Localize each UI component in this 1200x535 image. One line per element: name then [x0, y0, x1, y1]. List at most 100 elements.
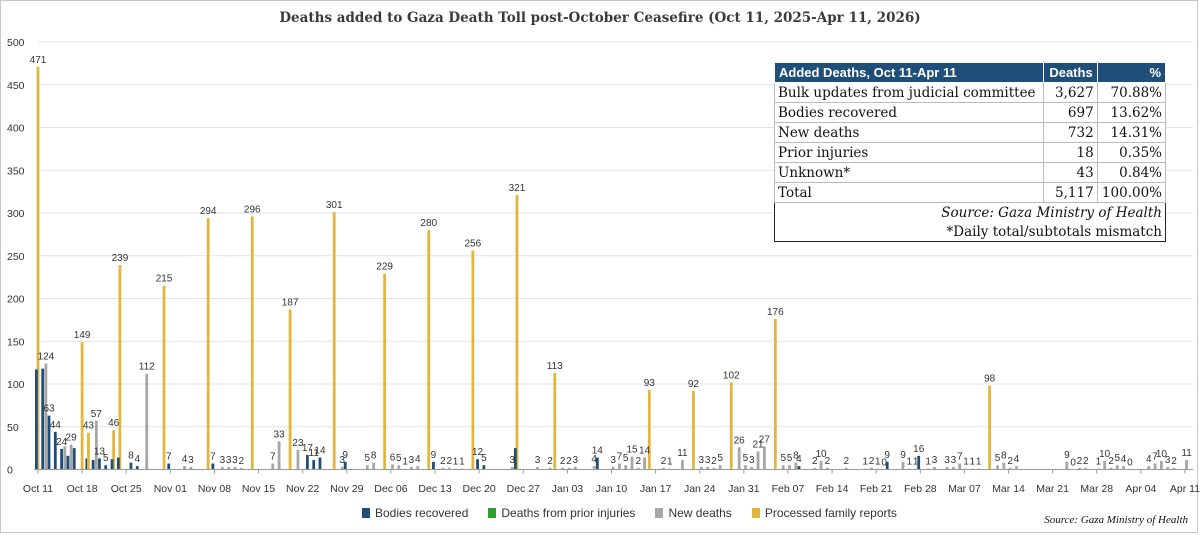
bar	[118, 265, 122, 470]
table-cell: 0.84%	[1096, 162, 1167, 183]
x-tick-label: Oct 18	[67, 483, 98, 495]
bar	[53, 431, 57, 470]
data-label: 27	[759, 434, 771, 445]
bar	[277, 441, 281, 470]
data-label: 92	[688, 379, 700, 390]
data-label: 5	[995, 453, 1001, 464]
bar	[515, 195, 519, 470]
bar	[110, 459, 114, 470]
data-label: 229	[376, 262, 393, 273]
table-row: Bodies recovered 697 13.62%	[773, 102, 1167, 123]
data-label: 9	[900, 450, 906, 461]
bar	[1172, 467, 1176, 470]
bar	[476, 459, 479, 470]
bar	[952, 466, 955, 470]
bar	[945, 466, 949, 470]
data-label: 9	[342, 450, 348, 461]
x-tick-label: Feb 14	[816, 483, 849, 495]
bar	[1002, 462, 1006, 470]
data-label: 301	[326, 200, 343, 211]
bar	[372, 462, 376, 470]
x-tick-label: Jan 17	[640, 483, 672, 495]
data-label: 10	[816, 449, 828, 460]
x-tick-label: Mar 14	[992, 483, 1025, 495]
bar	[592, 466, 596, 470]
bar	[1115, 465, 1119, 470]
data-label: 13	[94, 446, 106, 457]
bar	[813, 467, 817, 470]
bar	[647, 389, 651, 470]
data-label: 1	[963, 457, 969, 468]
bar	[87, 432, 90, 470]
bar	[643, 457, 647, 470]
bar	[343, 461, 347, 470]
data-label: 8	[128, 451, 134, 462]
bar	[1015, 466, 1018, 470]
bar	[825, 467, 829, 470]
bar	[536, 466, 539, 470]
bar	[80, 342, 84, 470]
data-label: 3	[232, 455, 238, 466]
data-label: 2	[1077, 456, 1083, 467]
bar	[611, 466, 615, 470]
data-label: 2	[446, 456, 452, 467]
x-tick-label: Dec 06	[374, 483, 407, 495]
bar	[44, 363, 48, 470]
bar	[1084, 467, 1088, 470]
data-label: 5	[787, 453, 793, 464]
legend-item-prior-injuries: Deaths from prior injuries	[488, 506, 635, 520]
bar	[553, 372, 557, 470]
table-cell: 13.62%	[1096, 102, 1167, 123]
bar	[41, 368, 45, 470]
data-label: 1	[459, 457, 465, 468]
data-label: 8	[371, 451, 377, 462]
table-row: Bulk updates from judicial committee 3,6…	[773, 82, 1167, 103]
bar	[844, 467, 848, 470]
x-tick-label: Feb 28	[904, 483, 937, 495]
legend-item-new-deaths: New deaths	[655, 506, 732, 520]
bar	[797, 466, 801, 470]
data-label: 2	[1083, 456, 1089, 467]
bar	[885, 461, 889, 470]
legend-swatch	[362, 508, 370, 518]
data-label: 4	[134, 454, 140, 465]
data-label: 5	[365, 453, 371, 464]
bar	[1078, 467, 1081, 470]
data-label: 321	[509, 183, 526, 194]
bar	[104, 465, 108, 470]
data-label: 2	[636, 456, 642, 467]
bar	[69, 444, 73, 470]
data-label: 11	[677, 448, 688, 459]
y-tick-label: 500	[7, 37, 25, 49]
bar	[513, 448, 517, 470]
x-tick-label: Apr 04	[1125, 483, 1156, 495]
bar	[1185, 460, 1188, 470]
data-label: 280	[420, 218, 437, 229]
bar	[870, 467, 873, 470]
bar	[318, 457, 322, 470]
data-label: 11	[1181, 448, 1192, 459]
bar	[933, 466, 936, 470]
data-label: 1	[862, 457, 868, 468]
data-label: 10	[1099, 449, 1111, 460]
data-label: 3	[339, 455, 345, 466]
x-tick-label: Jan 10	[596, 483, 628, 495]
x-tick-label: Dec 27	[507, 483, 540, 495]
data-label: 215	[156, 274, 173, 285]
x-tick-label: Feb 07	[772, 483, 805, 495]
bar	[85, 458, 89, 470]
data-label: 1	[402, 457, 408, 468]
table-cell: 5,117	[1043, 182, 1098, 203]
data-label: 1	[907, 457, 913, 468]
chart-legend: Bodies recovered Deaths from prior injur…	[362, 506, 897, 520]
bar	[1122, 466, 1125, 470]
bar	[510, 466, 514, 470]
table-cell: Bodies recovered	[773, 102, 1045, 123]
data-label: 5	[717, 453, 723, 464]
data-label: 4	[796, 454, 802, 465]
bar	[1103, 460, 1107, 470]
table-cell: 43	[1043, 162, 1098, 183]
data-label: 98	[984, 374, 996, 385]
bar	[432, 461, 435, 470]
bar	[712, 467, 716, 470]
